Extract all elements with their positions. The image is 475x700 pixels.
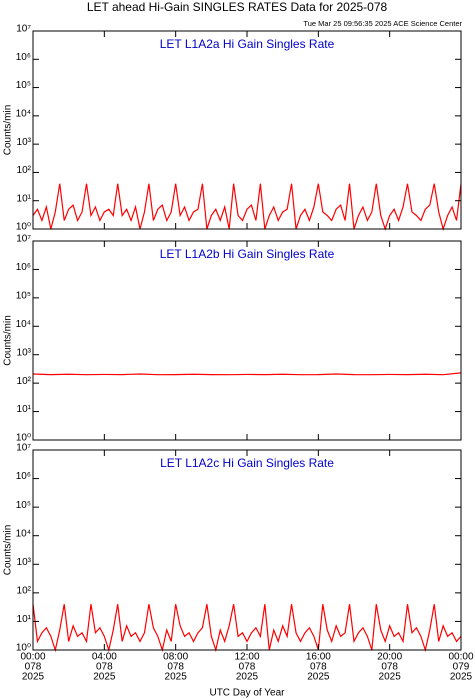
data-line xyxy=(32,183,462,232)
y-tick-label: 10¹ xyxy=(17,404,32,415)
y-tick-label: 10⁰ xyxy=(16,433,31,444)
y-tick-label: 10¹ xyxy=(17,193,32,204)
y-tick-label: 10² xyxy=(17,165,32,176)
y-tick-label: 10³ xyxy=(17,347,32,358)
y-tick-label: 10⁷ xyxy=(16,443,31,454)
plot-frame xyxy=(32,240,462,441)
y-tick-label: 10¹ xyxy=(17,614,32,625)
x-tick-label: 078 xyxy=(25,662,42,673)
x-tick-label: 00:00 xyxy=(20,652,45,663)
x-tick-label: 2025 xyxy=(165,672,188,683)
x-tick-label: 16:00 xyxy=(306,652,331,663)
panel-title: LET L1A2b Hi Gain Singles Rate xyxy=(160,247,335,261)
y-tick-label: 10⁶ xyxy=(16,262,31,273)
x-tick-label: 20:00 xyxy=(377,652,402,663)
x-tick-label: 2025 xyxy=(379,672,402,683)
y-tick-label: 10⁰ xyxy=(16,222,31,233)
y-tick-label: 10² xyxy=(17,585,32,596)
x-tick-label: 078 xyxy=(167,662,184,673)
y-axis-label: Counts/min xyxy=(3,525,14,576)
y-tick-label: 10⁴ xyxy=(16,108,31,119)
x-tick-label: 078 xyxy=(96,662,113,673)
y-tick-label: 10² xyxy=(17,376,32,387)
y-tick-label: 10⁷ xyxy=(16,24,31,35)
data-line xyxy=(32,604,462,653)
y-tick-label: 10⁴ xyxy=(16,319,31,330)
x-tick-label: 12:00 xyxy=(234,652,259,663)
y-tick-label: 10³ xyxy=(17,137,32,148)
panel-title: LET L1A2c Hi Gain Singles Rate xyxy=(160,456,334,470)
x-tick-label: 078 xyxy=(239,662,256,673)
x-tick-label: 2025 xyxy=(307,672,330,683)
x-tick-label: 079 xyxy=(453,662,470,673)
data-line xyxy=(32,372,462,376)
y-tick-label: 10⁶ xyxy=(16,52,31,63)
y-tick-label: 10⁴ xyxy=(16,528,31,539)
x-tick-label: 04:00 xyxy=(92,652,117,663)
page-title: LET ahead Hi-Gain SINGLES RATES Data for… xyxy=(87,0,388,14)
y-tick-label: 10³ xyxy=(17,557,32,568)
panel-title: LET L1A2a Hi Gain Singles Rate xyxy=(160,37,335,51)
y-tick-label: 10⁶ xyxy=(16,471,31,482)
y-tick-label: 10⁷ xyxy=(16,234,31,245)
x-tick-label: 2025 xyxy=(236,672,259,683)
x-tick-label: 08:00 xyxy=(163,652,188,663)
x-tick-label: 078 xyxy=(310,662,327,673)
x-tick-label: 078 xyxy=(381,662,398,673)
y-tick-label: 10⁰ xyxy=(16,643,31,654)
x-tick-label: 2025 xyxy=(22,672,45,683)
y-axis-label: Counts/min xyxy=(3,105,14,156)
page-subtitle: Tue Mar 25 09:56:35 2025 ACE Science Cen… xyxy=(303,19,462,28)
x-axis-label: UTC Day of Year xyxy=(209,688,285,699)
plot-frame xyxy=(32,30,462,230)
x-tick-label: 00:00 xyxy=(448,652,473,663)
x-tick-label: 2025 xyxy=(93,672,116,683)
y-tick-label: 10⁵ xyxy=(16,80,31,91)
y-tick-label: 10⁵ xyxy=(16,500,31,511)
y-tick-label: 10⁵ xyxy=(16,290,31,301)
plot-frame xyxy=(32,449,462,651)
y-axis-label: Counts/min xyxy=(3,315,14,366)
x-tick-label: 2025 xyxy=(450,672,473,683)
